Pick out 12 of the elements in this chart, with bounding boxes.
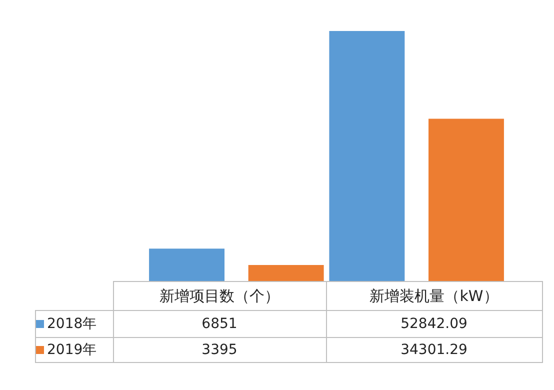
- legend-label: 2018年: [36, 310, 113, 338]
- bar: [329, 31, 405, 281]
- legend-label: 2019年: [36, 338, 113, 362]
- x-tick-label: 新增项目数（个）: [113, 282, 326, 310]
- data-label: 52842.09: [326, 310, 542, 338]
- data-label: 34301.29: [326, 338, 542, 362]
- bar: [428, 118, 504, 281]
- bar: [149, 248, 224, 281]
- x-tick-label: 新增装机量（kW）: [326, 282, 542, 310]
- bar: [248, 264, 324, 281]
- data-label: 6851: [113, 310, 326, 338]
- data-label: 3395: [113, 338, 326, 362]
